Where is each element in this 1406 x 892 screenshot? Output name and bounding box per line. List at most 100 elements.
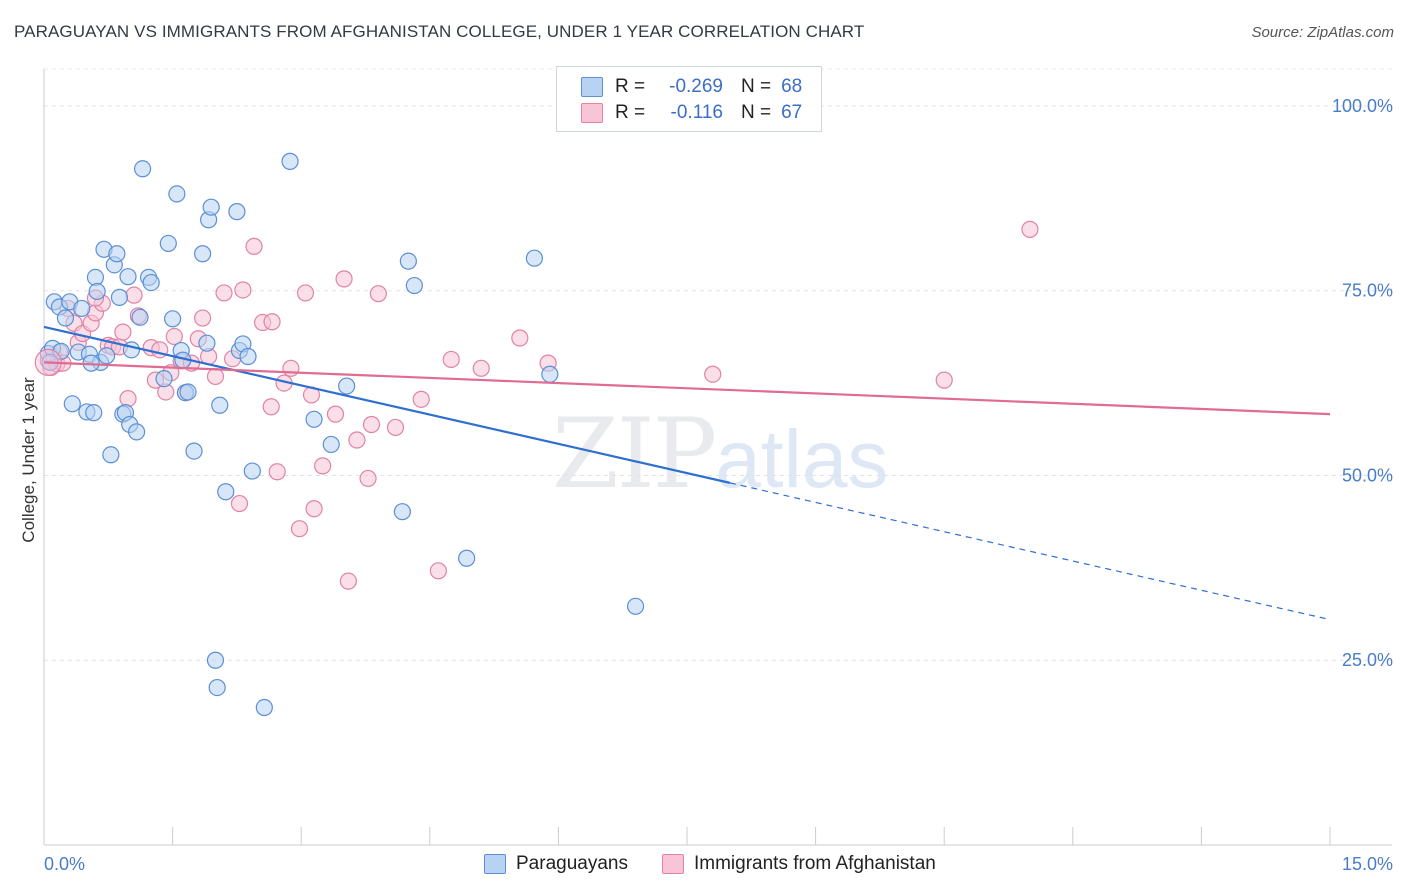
paraguayans-point — [255, 698, 273, 717]
paraguayans-point — [281, 152, 299, 170]
paraguayans-point — [131, 308, 149, 326]
paraguayans-point — [85, 404, 103, 422]
y-tick-label: 100.0% — [1332, 96, 1393, 116]
paraguayans-point — [73, 299, 91, 318]
paraguayans-point — [626, 597, 645, 615]
afghanistan-swatch — [581, 103, 603, 123]
paraguayans-point — [63, 395, 81, 413]
paraguayans-swatch — [581, 77, 603, 97]
paraguayans-point — [56, 309, 75, 327]
paraguayans-point — [185, 442, 203, 460]
n-label: N = — [741, 76, 772, 97]
r-value-afghanistan: -0.116 — [670, 102, 723, 123]
paraguayans-point — [202, 198, 220, 216]
r-label: R = — [615, 76, 646, 97]
afghanistan-point — [362, 415, 381, 434]
afghanistan-point — [359, 469, 377, 488]
bottom-legend-paraguayans[interactable]: Paraguayans — [484, 851, 628, 877]
source-credit: Source: ZipAtlas.com — [1251, 24, 1394, 41]
y-tick-label: 25.0% — [1342, 650, 1393, 670]
afghanistan-point — [314, 457, 332, 475]
bottom-legend-afghanistan[interactable]: Immigrants from Afghanistan — [662, 851, 936, 877]
afghanistan-point — [412, 390, 430, 408]
afghanistan-point — [429, 562, 447, 580]
afghanistan-point — [369, 285, 387, 303]
paraguayans-point — [338, 377, 356, 395]
paraguayans-point — [525, 249, 543, 267]
afghanistan-point — [114, 323, 132, 341]
paraguayans-point — [86, 268, 105, 287]
paraguayans-point — [155, 370, 173, 388]
n-label: N = — [741, 102, 772, 123]
paraguayans-point — [164, 310, 182, 328]
afghanistan-point — [194, 309, 212, 327]
paraguayans-point — [102, 446, 120, 464]
legend-row-afghanistan: R = -0.116 N = 67 — [581, 100, 802, 126]
afghanistan-trend-line — [43, 361, 1331, 416]
afghanistan-point — [511, 329, 529, 347]
afghanistan-point — [119, 390, 137, 408]
paraguayans-legend-label: Paraguayans — [516, 853, 628, 874]
paraguayans-point — [168, 185, 186, 203]
afghanistan-point — [234, 281, 252, 299]
paraguayans-point — [228, 203, 246, 221]
paraguayans-point — [110, 288, 129, 306]
paraguayans-point — [217, 483, 235, 501]
afghanistan-point — [206, 367, 225, 386]
stats-legend: R = -0.269 N = 68 R = -0.116 N = 67 — [556, 66, 822, 132]
x-tick-label-min: 0.0% — [44, 854, 85, 874]
paraguayans-point — [541, 365, 559, 383]
afghanistan-point — [215, 284, 233, 302]
paraguayans-point — [97, 347, 116, 365]
afghanistan-point — [282, 359, 300, 377]
y-tick-label: 75.0% — [1342, 281, 1393, 301]
paraguayans-point — [405, 276, 423, 295]
trend-lines — [43, 325, 1331, 621]
afghanistan-point — [296, 284, 315, 302]
afghanistan-point — [472, 359, 490, 377]
afghanistan-point — [268, 463, 286, 481]
paraguayans-point — [305, 410, 323, 428]
afghanistan-legend-label: Immigrants from Afghanistan — [694, 853, 936, 874]
y-axis-label: College, Under 1 year — [19, 377, 38, 543]
afghanistan-point — [290, 520, 309, 538]
r-label: R = — [615, 102, 646, 123]
afghanistan-point — [125, 286, 143, 304]
chart-title: PARAGUAYAN VS IMMIGRANTS FROM AFGHANISTA… — [14, 22, 865, 41]
paraguayans-point — [159, 234, 177, 253]
watermark-atlas: atlas — [715, 414, 889, 505]
afghanistan-point — [704, 365, 722, 383]
tick-labels: 25.0% 50.0% 75.0% 100.0% 0.0% 15.0% — [44, 96, 1393, 874]
afghanistan-point — [1021, 220, 1039, 238]
paraguayans-point — [108, 245, 126, 263]
n-value-afghanistan: 67 — [781, 102, 803, 123]
paraguayans-point — [133, 160, 152, 178]
paraguayans-point — [239, 347, 257, 366]
paraguayans-point — [122, 341, 141, 359]
paraguayans-point — [393, 503, 411, 521]
paraguayans-point — [458, 549, 476, 567]
paraguayans-point — [194, 245, 212, 263]
afghanistan-legend-swatch — [662, 854, 684, 874]
afghanistan-point — [386, 418, 405, 437]
legend-row-paraguayans: R = -0.269 N = 68 — [581, 74, 802, 100]
watermark-zip: ZIP — [552, 398, 717, 510]
afghanistan-point — [335, 270, 353, 288]
y-tick-label: 50.0% — [1342, 465, 1393, 485]
afghanistan-point — [935, 371, 953, 389]
n-value-paraguayans: 68 — [781, 76, 803, 97]
data-points — [34, 152, 1039, 717]
paraguayans-point — [243, 462, 261, 480]
paraguayans-point — [119, 268, 137, 286]
paraguayans-point — [208, 678, 226, 697]
afghanistan-point — [339, 572, 357, 590]
afghanistan-point — [305, 500, 323, 518]
afghanistan-point — [326, 405, 345, 423]
afghanistan-point — [230, 494, 249, 513]
paraguayans-point — [399, 252, 417, 270]
paraguayans-point — [198, 334, 216, 352]
afghanistan-point — [348, 431, 366, 449]
afghanistan-point — [262, 398, 280, 416]
paraguayans-point — [206, 651, 225, 669]
